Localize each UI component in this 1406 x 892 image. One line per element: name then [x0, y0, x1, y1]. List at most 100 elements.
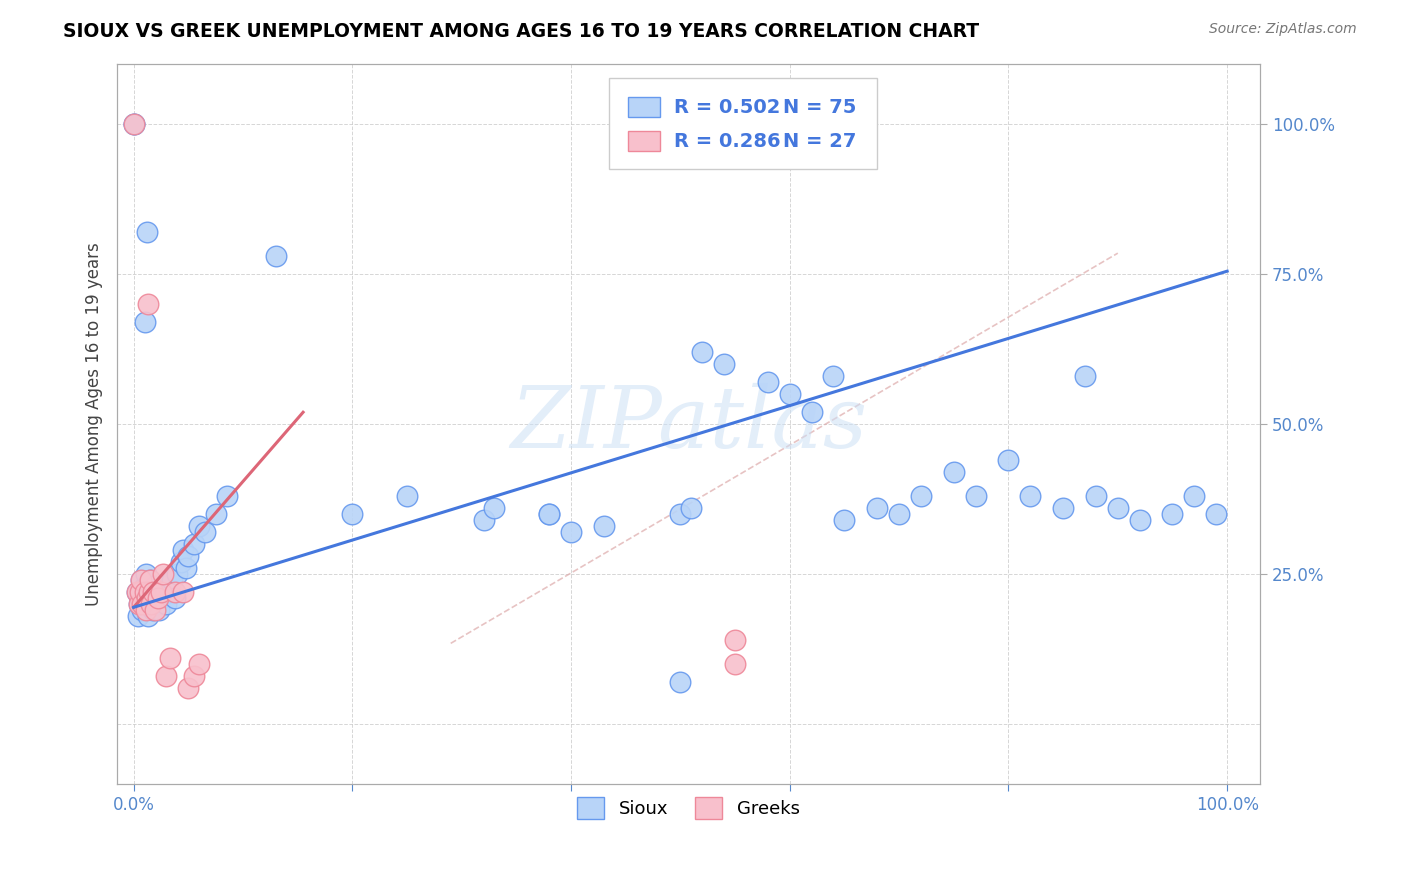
Point — [681, 501, 703, 516]
Point — [965, 489, 987, 503]
Point — [127, 609, 149, 624]
Point — [1084, 489, 1107, 503]
Point — [1161, 508, 1184, 522]
Point — [997, 453, 1019, 467]
Point — [128, 598, 150, 612]
Point — [155, 598, 177, 612]
Point — [910, 489, 932, 503]
Point — [139, 598, 162, 612]
Point — [669, 675, 692, 690]
Point — [713, 357, 735, 371]
Point — [134, 579, 156, 593]
Point — [146, 585, 169, 599]
Point — [152, 579, 174, 593]
Point — [122, 117, 145, 131]
Point — [155, 669, 177, 683]
Y-axis label: Unemployment Among Ages 16 to 19 years: Unemployment Among Ages 16 to 19 years — [86, 243, 103, 607]
Point — [139, 574, 162, 588]
Point — [128, 598, 150, 612]
Point — [152, 567, 174, 582]
Point — [183, 537, 205, 551]
Point — [823, 369, 845, 384]
Point — [264, 249, 287, 263]
Point — [135, 591, 157, 606]
Point — [756, 376, 779, 390]
Text: R = 0.286: R = 0.286 — [673, 132, 780, 151]
Point — [800, 405, 823, 419]
Point — [342, 508, 364, 522]
Point — [138, 591, 160, 606]
Point — [134, 585, 156, 599]
Point — [125, 585, 148, 599]
Point — [215, 489, 238, 503]
Legend: Sioux, Greeks: Sioux, Greeks — [569, 789, 807, 826]
Point — [139, 598, 162, 612]
Point — [724, 657, 747, 672]
Point — [139, 574, 162, 588]
Point — [129, 585, 152, 599]
Point — [141, 585, 163, 599]
Text: Source: ZipAtlas.com: Source: ZipAtlas.com — [1209, 22, 1357, 37]
Point — [129, 591, 152, 606]
Point — [160, 574, 183, 588]
Point — [887, 508, 910, 522]
Point — [145, 603, 167, 617]
Point — [125, 585, 148, 599]
Point — [142, 585, 165, 599]
Text: N = 75: N = 75 — [783, 98, 856, 117]
Point — [131, 603, 153, 617]
Point — [779, 387, 801, 401]
Point — [145, 598, 167, 612]
FancyBboxPatch shape — [628, 131, 659, 152]
Point — [1052, 501, 1074, 516]
Point — [122, 117, 145, 131]
Point — [188, 519, 211, 533]
Text: N = 27: N = 27 — [783, 132, 856, 151]
Point — [183, 669, 205, 683]
Point — [538, 508, 561, 522]
Point — [136, 297, 159, 311]
Point — [134, 315, 156, 329]
Point — [690, 345, 713, 359]
Text: R = 0.502: R = 0.502 — [673, 98, 780, 117]
Point — [145, 579, 167, 593]
Point — [149, 591, 172, 606]
Point — [1074, 369, 1097, 384]
Point — [560, 525, 582, 540]
Point — [165, 591, 187, 606]
Point — [177, 549, 200, 564]
Point — [194, 525, 217, 540]
Point — [172, 543, 194, 558]
Point — [135, 567, 157, 582]
Point — [169, 555, 191, 569]
Point — [132, 585, 155, 599]
Point — [143, 591, 166, 606]
Point — [146, 591, 169, 606]
Point — [866, 501, 889, 516]
Point — [131, 598, 153, 612]
Point — [592, 519, 614, 533]
Point — [1129, 513, 1152, 527]
FancyBboxPatch shape — [609, 78, 877, 169]
Point — [174, 561, 197, 575]
Point — [172, 585, 194, 599]
Point — [484, 501, 506, 516]
Point — [122, 117, 145, 131]
Point — [165, 585, 187, 599]
Point — [177, 681, 200, 696]
Point — [149, 585, 172, 599]
Point — [142, 603, 165, 617]
Point — [135, 225, 157, 239]
Point — [188, 657, 211, 672]
Point — [166, 567, 188, 582]
Point — [472, 513, 495, 527]
Point — [129, 574, 152, 588]
Text: ZIPatlas: ZIPatlas — [510, 383, 868, 466]
Point — [538, 508, 561, 522]
Point — [159, 651, 181, 665]
Point — [1107, 501, 1129, 516]
Point — [942, 465, 965, 479]
Point — [395, 489, 418, 503]
Point — [148, 603, 170, 617]
Point — [834, 513, 856, 527]
